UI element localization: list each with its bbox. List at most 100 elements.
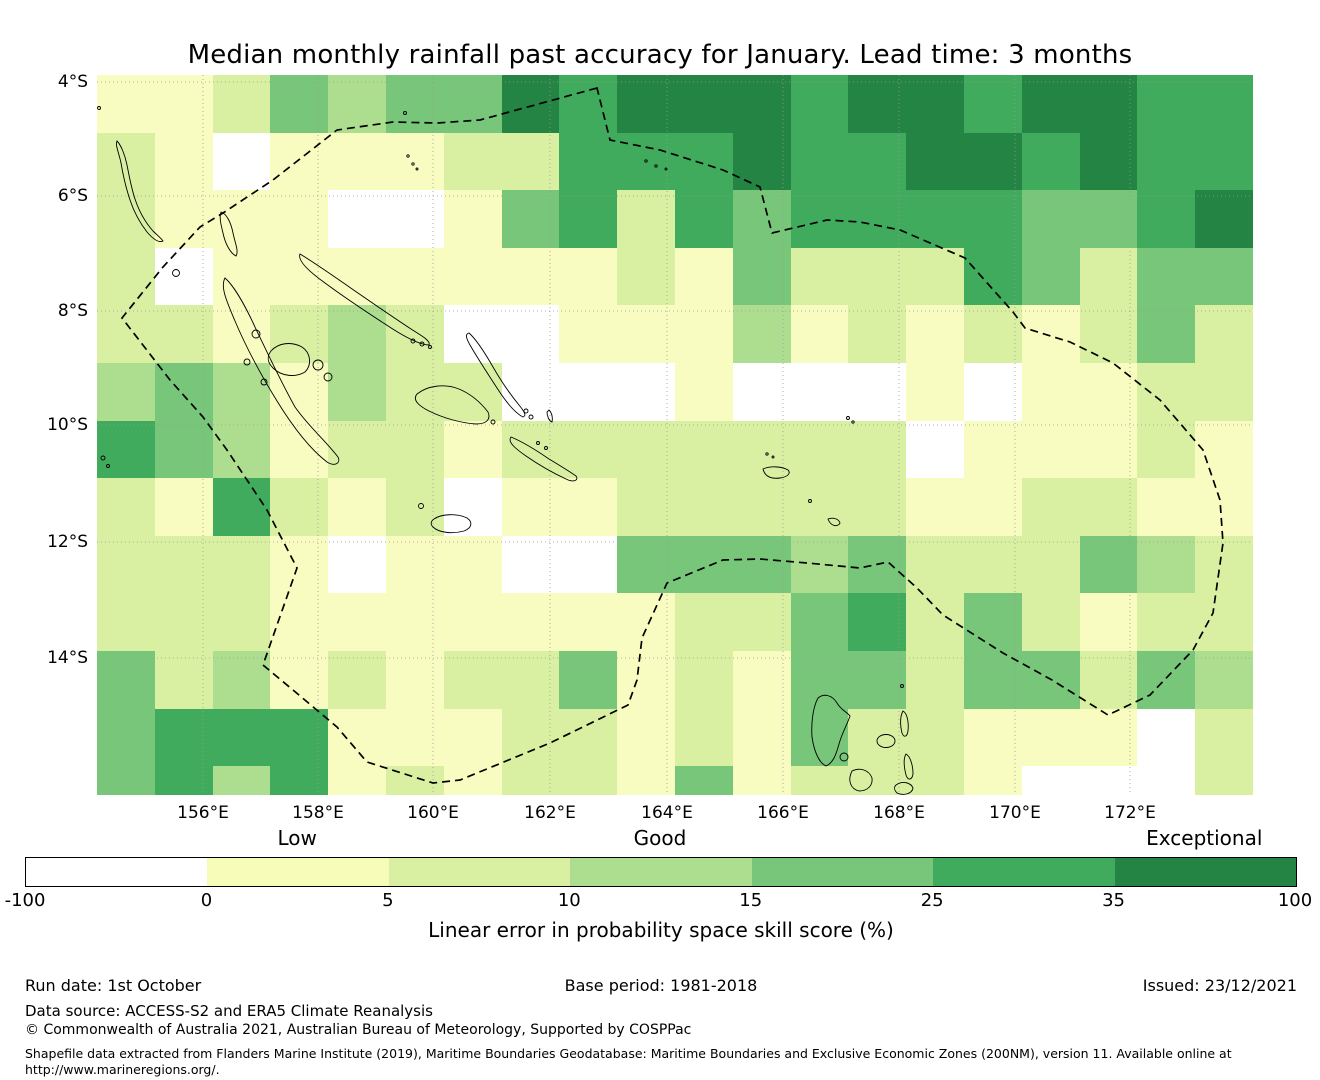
lat-tick-label: 12°S — [47, 532, 88, 552]
colorbar-tick-label: 0 — [200, 890, 213, 911]
heatmap-cell — [154, 420, 214, 479]
heatmap-cell — [501, 535, 560, 594]
heatmap-cell — [1137, 651, 1196, 710]
coastline-ulawa — [546, 409, 553, 423]
heatmap-cell — [212, 478, 271, 537]
heatmap-cell — [1021, 132, 1081, 191]
heatmap-cell — [617, 420, 676, 479]
coastline-ng-islet-4 — [260, 378, 268, 386]
heatmap-cell — [212, 766, 271, 795]
heatmap-cell — [617, 190, 676, 249]
shapefile-line2: http://www.marineregions.org/. — [25, 1062, 220, 1078]
heatmap-cell — [617, 593, 676, 652]
coastline-bougainville — [222, 277, 340, 465]
footer-row: Run date: 1st October Base period: 1981-… — [25, 976, 1297, 996]
heatmap-cell — [675, 478, 734, 537]
heatmap-cell — [559, 132, 618, 191]
coastline-choiseul-islet-3 — [428, 345, 432, 349]
coastline-mal-islet-1 — [536, 441, 540, 445]
heatmap-cell — [848, 708, 907, 767]
coastline-new-ireland — [116, 140, 164, 242]
heatmap-cell — [1137, 132, 1196, 191]
heatmap-cell — [964, 190, 1023, 249]
heatmap-cell — [1079, 708, 1138, 767]
heatmap-cell — [1195, 305, 1253, 364]
heatmap-cell — [617, 766, 676, 795]
heatmap-cell — [97, 708, 156, 767]
coastline-atoll-7 — [664, 167, 668, 171]
heatmap-cell — [906, 593, 965, 652]
heatmap-cell — [1195, 651, 1253, 710]
colorbar-segment — [1114, 858, 1296, 886]
coastline-choiseul-islet-2 — [419, 341, 425, 347]
heatmap-cell — [732, 535, 792, 594]
heatmap-cell — [790, 305, 849, 364]
heatmap-cell — [443, 75, 503, 134]
heatmap-cell — [1021, 535, 1081, 594]
coastline-ambrym — [894, 781, 914, 795]
heatmap-cell — [790, 708, 849, 767]
heatmap-cell — [732, 593, 792, 652]
coastline-choiseul-islet-1 — [410, 338, 416, 344]
lon-tick-label: 162°E — [524, 803, 576, 823]
heatmap-cell — [443, 708, 503, 767]
heatmap-cell — [270, 478, 329, 537]
coastline-atoll-6 — [654, 164, 658, 168]
heatmap-cell — [906, 708, 965, 767]
heatmap-cell — [97, 305, 156, 364]
heatmap-cell — [154, 75, 214, 134]
heatmap-cell — [675, 247, 734, 306]
heatmap-cell — [97, 75, 156, 134]
heatmap-cell — [328, 190, 387, 249]
heatmap-cell — [790, 593, 849, 652]
heatmap-cell — [1021, 190, 1081, 249]
heatmap-cell — [386, 593, 445, 652]
coastline-mal-islet-2 — [544, 446, 548, 450]
heatmap-cell — [386, 708, 445, 767]
coastline-malakula — [849, 768, 873, 792]
heatmap-cell — [328, 247, 387, 306]
heatmap-cell — [1137, 190, 1196, 249]
heatmap-cell — [212, 132, 271, 191]
lon-tick-label: 172°E — [1104, 803, 1156, 823]
heatmap-cell — [97, 247, 156, 306]
heatmap-cell — [328, 708, 387, 767]
heatmap-cell — [97, 651, 156, 710]
issued-date: Issued: 23/12/2021 — [1142, 976, 1297, 995]
colorbar-segment — [570, 858, 752, 886]
heatmap-cell — [501, 708, 560, 767]
heatmap-cell — [732, 766, 792, 795]
heatmap-cell — [501, 132, 560, 191]
heatmap-cell — [328, 363, 387, 422]
heatmap-cell — [386, 535, 445, 594]
heatmap-cell — [97, 363, 156, 422]
run-date: Run date: 1st October — [25, 976, 202, 995]
heatmap-cell — [154, 247, 214, 306]
heatmap-cell — [848, 420, 907, 479]
heatmap-cell — [559, 708, 618, 767]
rainfall-skill-map: 4°S 6°S 8°S 10°S 12°S 14°S 156°E 158°E 160°E 162… — [47, 72, 1253, 823]
heatmap-cell — [328, 132, 387, 191]
coastline-aoba — [876, 734, 896, 748]
heatmap-cell — [906, 75, 965, 134]
heatmap-cell — [154, 305, 214, 364]
heatmap-cell — [328, 766, 387, 795]
colorbar-tick-label: 5 — [382, 890, 394, 911]
heatmap-cell — [328, 593, 387, 652]
coastline-espiritu-santo — [811, 694, 851, 767]
heatmap-cell — [1021, 363, 1081, 422]
heatmap-cell — [906, 247, 965, 306]
heatmap-cell — [270, 132, 329, 191]
data-source: Data source: ACCESS-S2 and ERA5 Climate … — [25, 1002, 433, 1020]
base-period: Base period: 1981-2018 — [564, 976, 758, 995]
heatmap-cell — [675, 190, 734, 249]
lat-tick-label: 14°S — [47, 648, 88, 668]
heatmap-cell — [1195, 247, 1253, 306]
heatmap-cell — [906, 535, 965, 594]
heatmap-cell — [675, 305, 734, 364]
heatmap-cell — [154, 651, 214, 710]
heatmap-cell — [1137, 75, 1196, 134]
heatmap-cell — [443, 363, 503, 422]
heatmap-cell — [964, 593, 1023, 652]
coastline-si-islet-1 — [523, 408, 529, 414]
